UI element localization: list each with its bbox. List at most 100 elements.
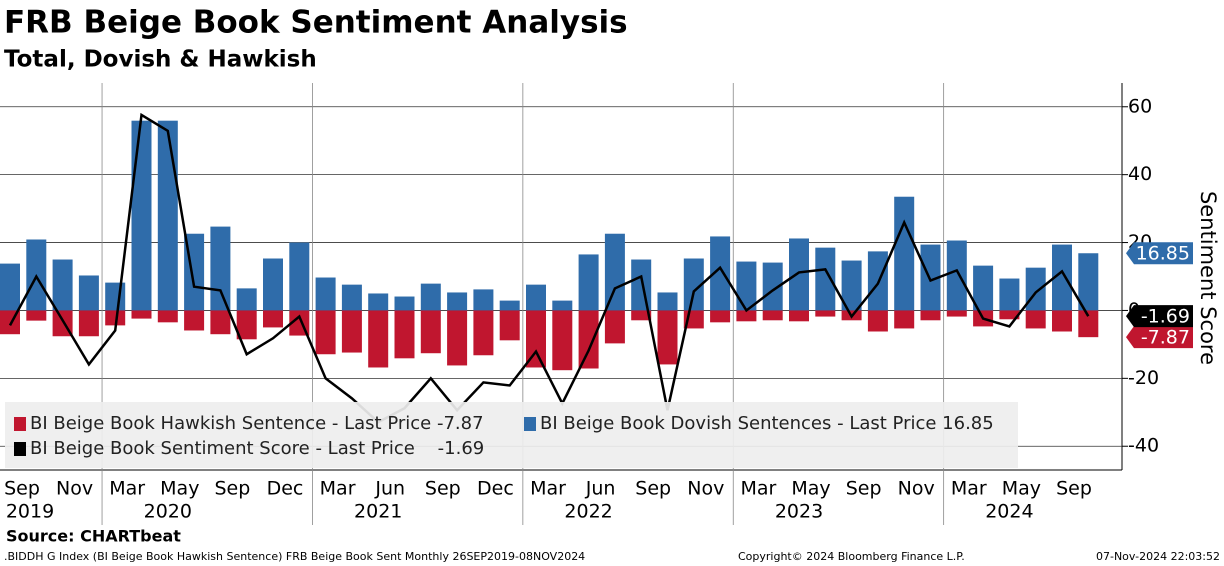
bar <box>946 240 967 311</box>
x-year-label: 2023 <box>775 501 823 523</box>
bar <box>447 310 468 366</box>
legend-box <box>5 402 1018 468</box>
bar <box>52 259 73 311</box>
bar <box>105 282 126 311</box>
bar <box>26 310 47 321</box>
x-tick-label: Mar <box>951 478 987 500</box>
bar <box>552 300 573 311</box>
bar <box>1052 310 1072 332</box>
bar <box>210 226 231 311</box>
footer-center: Copyright© 2024 Bloomberg Finance L.P. <box>738 550 965 563</box>
bar <box>920 244 941 311</box>
chart-subtitle: Total, Dovish & Hawkish <box>4 47 317 73</box>
last-value-tag <box>1126 305 1193 328</box>
x-tick-label: Nov <box>56 478 93 500</box>
bar <box>368 310 389 368</box>
bar <box>894 196 915 311</box>
x-year-label: 2021 <box>354 501 402 523</box>
legend-swatch <box>524 417 536 431</box>
y-tick-label: -20 <box>1128 367 1159 389</box>
bar <box>683 258 704 311</box>
bar <box>1052 244 1072 311</box>
last-value-tag <box>1126 242 1193 265</box>
legend-swatch <box>14 417 26 431</box>
x-tick-label: Mar <box>530 478 566 500</box>
bar <box>762 262 783 311</box>
x-tick-label: Jun <box>585 478 616 500</box>
x-year-label: 2020 <box>144 501 192 523</box>
bar <box>131 310 152 319</box>
bar <box>1078 253 1099 311</box>
x-tick-label: May <box>1002 478 1041 500</box>
x-tick-label: Sep <box>214 478 250 500</box>
bar <box>657 310 678 365</box>
y-tick-label: 60 <box>1128 95 1152 117</box>
bar <box>341 284 362 311</box>
x-tick-label: May <box>791 478 830 500</box>
bar <box>236 288 257 311</box>
bar <box>1025 267 1046 311</box>
y-axis-label: Sentiment Score <box>1196 191 1220 365</box>
bar <box>841 260 862 311</box>
bar <box>526 284 546 311</box>
bar <box>263 258 283 311</box>
bar <box>131 120 152 311</box>
bar <box>473 289 494 311</box>
bar <box>867 310 888 332</box>
bar <box>815 310 836 317</box>
footer-right: 07-Nov-2024 22:03:52 <box>1096 550 1220 563</box>
y-tick-label: -40 <box>1128 435 1159 457</box>
bar <box>973 265 994 311</box>
bar <box>499 300 520 311</box>
bar <box>815 247 836 311</box>
last-value-label: 16.85 <box>1136 243 1190 265</box>
bar <box>710 310 731 323</box>
last-value-label: -7.87 <box>1141 327 1190 349</box>
bar <box>420 283 441 311</box>
bar <box>184 310 205 331</box>
bar <box>894 310 915 329</box>
x-tick-label: Mar <box>320 478 356 500</box>
legend-swatch <box>14 442 26 456</box>
bar <box>315 277 336 311</box>
x-tick-label: Nov <box>687 478 724 500</box>
chart-title: FRB Beige Book Sentiment Analysis <box>4 5 628 41</box>
line <box>8 112 1090 424</box>
legend-label: BI Beige Book Sentiment Score - Last Pri… <box>30 438 484 459</box>
x-tick-label: May <box>160 478 199 500</box>
bar <box>341 310 362 353</box>
source: Source: CHARTbeat <box>6 527 181 546</box>
legend-label: BI Beige Book Dovish Sentences - Last Pr… <box>540 413 994 434</box>
bar <box>473 310 494 356</box>
bar <box>736 261 757 311</box>
bar <box>552 310 573 371</box>
bar <box>578 310 599 369</box>
bar <box>789 238 809 311</box>
bar <box>526 310 546 368</box>
bar <box>631 310 652 321</box>
bar <box>657 292 678 311</box>
x-year-label: 2022 <box>564 501 612 523</box>
footer-left: .BIDDH G Index (BI Beige Book Hawkish Se… <box>4 550 585 563</box>
x-year-label: 2024 <box>985 501 1033 523</box>
bar <box>289 242 310 311</box>
last-value-tag <box>1126 326 1193 349</box>
x-tick-label: Mar <box>740 478 776 500</box>
bar <box>0 263 20 311</box>
bar <box>604 310 625 344</box>
x-tick-label: Dec <box>267 478 304 500</box>
x-tick-label: Sep <box>4 478 40 500</box>
bar <box>920 310 941 321</box>
bar <box>78 275 99 311</box>
bar <box>157 310 178 323</box>
bar <box>762 310 783 321</box>
bar <box>946 310 967 317</box>
bar <box>499 310 520 341</box>
y-tick-label: 40 <box>1128 163 1152 185</box>
bar <box>368 293 389 311</box>
x-tick-label: Nov <box>898 478 935 500</box>
bar <box>789 310 809 322</box>
last-value-label: -1.69 <box>1141 306 1190 328</box>
bar <box>157 120 178 311</box>
